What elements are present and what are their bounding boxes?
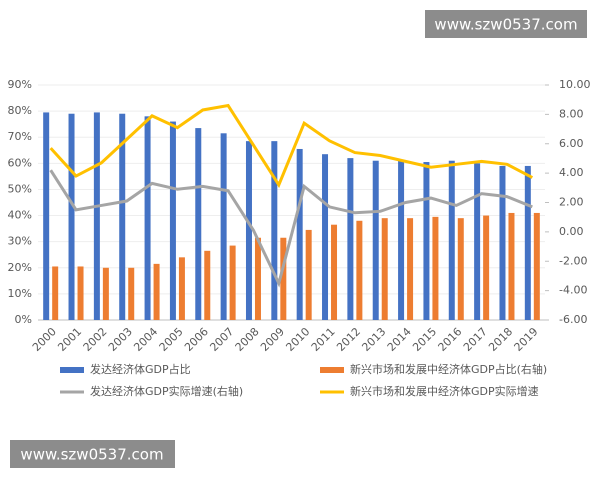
bar: [372, 160, 379, 320]
x-tick-label: 2007: [207, 325, 236, 354]
bar: [245, 141, 252, 320]
bar: [347, 158, 354, 320]
bar: [204, 250, 211, 320]
y2-tick-label: -6.00: [559, 313, 587, 326]
watermark: www.szw0537.com: [434, 16, 577, 34]
bar: [356, 220, 363, 320]
bar: [77, 266, 84, 320]
bar: [128, 267, 135, 320]
bar: [280, 237, 287, 320]
bar: [533, 212, 540, 320]
bar: [52, 266, 59, 320]
bar: [119, 113, 126, 320]
bar: [144, 116, 151, 320]
bar: [322, 154, 329, 320]
y-tick-label: 30%: [8, 235, 32, 248]
x-tick-label: 2018: [486, 325, 515, 354]
bar: [407, 218, 414, 320]
bar: [457, 218, 464, 320]
bar: [93, 112, 100, 321]
x-tick-label: 2000: [30, 325, 59, 354]
y2-tick-label: 4.00: [559, 166, 584, 179]
legend-label: 发达经济体GDP实际增速(右轴): [90, 384, 243, 398]
x-tick-label: 2009: [258, 325, 287, 354]
bar: [398, 160, 405, 320]
bar: [195, 128, 202, 320]
y2-tick-label: -4.00: [559, 284, 587, 297]
bar: [254, 237, 261, 320]
bar: [169, 121, 176, 320]
bar: [220, 133, 227, 320]
bar: [305, 229, 312, 320]
y-tick-label: 90%: [8, 78, 32, 91]
x-tick-label: 2012: [334, 325, 363, 354]
bar: [229, 245, 236, 320]
bar: [432, 216, 439, 320]
y2-tick-label: -2.00: [559, 254, 587, 267]
legend-label: 新兴市场和发展中经济体GDP实际增速: [350, 384, 539, 398]
x-tick-label: 2006: [182, 325, 211, 354]
legend-label: 新兴市场和发展中经济体GDP占比(右轴): [350, 362, 547, 376]
y-tick-label: 10%: [8, 287, 32, 300]
y-tick-label: 0%: [15, 313, 32, 326]
y2-tick-label: 0.00: [559, 225, 584, 238]
x-tick-label: 2017: [461, 325, 490, 354]
y2-tick-label: 6.00: [559, 137, 584, 150]
bar: [499, 165, 506, 320]
watermark-box: [425, 10, 587, 38]
y2-tick-label: 8.00: [559, 107, 584, 120]
bar: [102, 267, 109, 320]
x-tick-label: 2011: [309, 325, 338, 354]
bar: [448, 160, 455, 320]
x-tick-label: 2019: [512, 325, 541, 354]
y-tick-label: 20%: [8, 261, 32, 274]
line: [49, 103, 534, 189]
x-tick-label: 2015: [410, 325, 439, 354]
bar: [153, 263, 160, 320]
bar: [524, 165, 531, 320]
bar: [331, 224, 338, 320]
watermark-box: [10, 440, 175, 468]
bar: [381, 218, 388, 320]
x-tick-label: 2005: [157, 325, 186, 354]
y2-tick-label: 10.00: [559, 78, 591, 91]
x-tick-label: 2008: [233, 325, 262, 354]
bar: [474, 163, 481, 320]
x-tick-label: 2004: [131, 325, 160, 354]
bar: [271, 141, 278, 320]
x-tick-label: 2014: [385, 325, 414, 354]
x-tick-label: 2003: [106, 325, 135, 354]
watermark: www.szw0537.com: [20, 446, 163, 464]
bar: [483, 215, 490, 320]
bar: [43, 112, 50, 321]
x-tick-label: 2016: [436, 325, 465, 354]
y-tick-label: 40%: [8, 209, 32, 222]
bar: [296, 148, 303, 320]
y-tick-label: 60%: [8, 156, 32, 169]
bar: [423, 162, 430, 320]
bar: [178, 257, 185, 320]
y-tick-label: 70%: [8, 130, 32, 143]
x-tick-label: 2013: [359, 325, 388, 354]
x-tick-label: 2001: [55, 325, 84, 354]
bar: [508, 212, 515, 320]
x-tick-label: 2010: [283, 325, 312, 354]
line: [49, 169, 533, 288]
y-tick-label: 80%: [8, 104, 32, 117]
y2-tick-label: 2.00: [559, 196, 584, 209]
y-tick-label: 50%: [8, 182, 32, 195]
x-tick-label: 2002: [81, 325, 110, 354]
legend-label: 发达经济体GDP占比: [90, 362, 191, 376]
bar: [68, 113, 75, 320]
